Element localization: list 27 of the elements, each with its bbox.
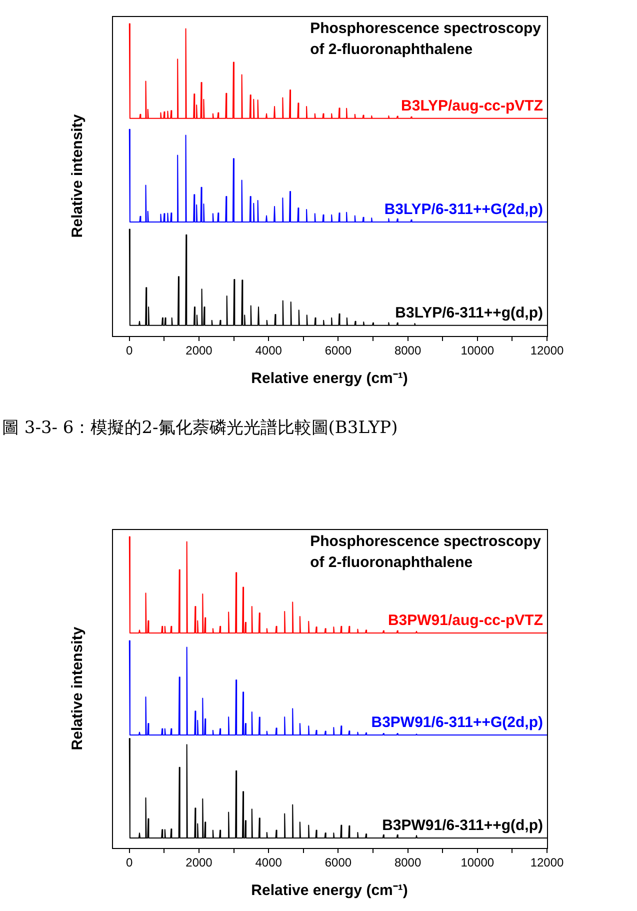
text: Phosphorescence spectroscopy of 2-fluoronaphthalene — [310, 20, 542, 58]
y-axis-title: Relative intensity — [69, 626, 86, 750]
x-tick-label: 10000 — [460, 344, 494, 358]
x-axis-title: Relative energy (cm⁻¹) — [251, 370, 408, 388]
x-tick-label: 2000 — [186, 344, 213, 358]
x-tick-label: 4000 — [255, 856, 282, 870]
x-tick-label: 8000 — [394, 344, 422, 358]
series-label: B3LYP/6-311++g(d,p) — [395, 304, 543, 322]
y-axis-title: Relative intensity — [69, 114, 86, 238]
x-tick-label: 8000 — [394, 856, 422, 870]
x-tick-label: 12000 — [530, 344, 564, 358]
caption: 圖 3-3- 6：模擬的2-氟化萘磷光光譜比較圖(B3LYP) — [1, 418, 399, 438]
x-tick-label: 0 — [126, 856, 134, 870]
x-axis-title: Relative energy (cm⁻¹) — [251, 882, 408, 900]
x-tick-label: 4000 — [255, 344, 282, 358]
series-label: B3LYP/aug-cc-pVTZ — [401, 97, 543, 114]
x-tick-label: 6000 — [324, 344, 352, 358]
x-tick-label: 10000 — [460, 856, 494, 870]
x-tick-label: 0 — [126, 344, 134, 358]
x-tick-label: 12000 — [530, 856, 564, 870]
text: Phosphorescence spectroscopy of 2-fluoronaphthalene — [310, 533, 542, 571]
series-label: B3PW91/6-311++g(d,p) — [382, 817, 543, 834]
x-tick-label: 6000 — [324, 856, 352, 870]
series-label: B3PW91/aug-cc-pVTZ — [388, 612, 543, 629]
x-tick-label: 2000 — [186, 856, 213, 870]
series-label: B3PW91/6-311++G(2d,p) — [371, 714, 543, 732]
series-label: B3LYP/6-311++G(2d,p) — [384, 201, 544, 218]
